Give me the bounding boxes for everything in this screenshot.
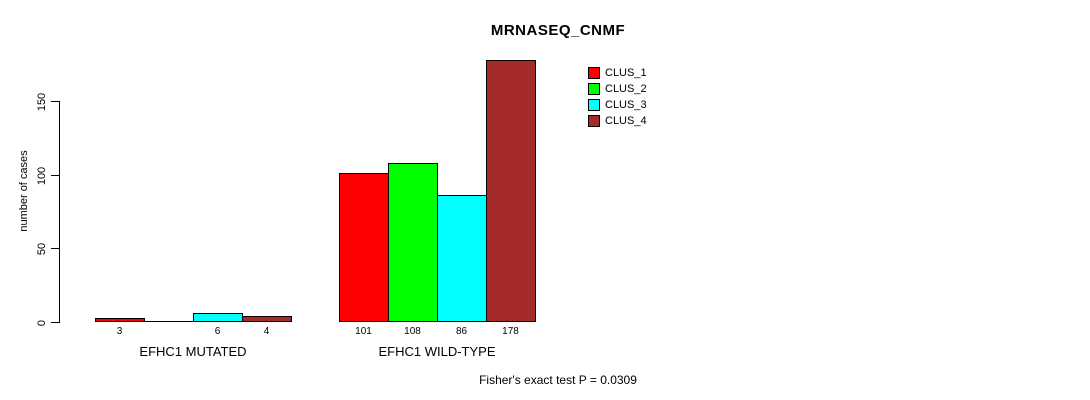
y-tick-label: 100 <box>36 166 48 185</box>
y-tick-label: 0 <box>36 319 48 326</box>
y-tick-label: 150 <box>36 92 48 111</box>
x-axis-category-label: EFHC1 MUTATED <box>139 344 247 359</box>
legend-label-clus_2: CLUS_2 <box>605 83 647 95</box>
y-tick-mark <box>51 175 59 176</box>
y-tick-mark <box>51 322 59 323</box>
bar-clus_4-1 <box>242 316 292 322</box>
y-axis-label: number of cases <box>18 150 30 232</box>
y-axis-line <box>59 101 60 323</box>
y-tick-label: 50 <box>36 242 48 255</box>
legend-item-clus_4: CLUS_4 <box>588 113 647 129</box>
chart-title: MRNASEQ_CNMF <box>490 22 626 39</box>
legend-item-clus_1: CLUS_1 <box>588 65 647 81</box>
legend-swatch-clus_3 <box>588 99 600 111</box>
x-axis-category-label: EFHC1 WILD-TYPE <box>378 344 496 359</box>
bar-clus_1-1 <box>95 318 145 322</box>
bar-clus_3-2 <box>437 195 487 322</box>
bar-clus_2-1 <box>144 321 194 322</box>
bar-value-label: 3 <box>116 326 123 337</box>
legend-item-clus_3: CLUS_3 <box>588 97 647 113</box>
bar-value-label: 4 <box>263 326 270 337</box>
y-tick-mark <box>51 101 59 102</box>
legend-swatch-clus_2 <box>588 83 600 95</box>
bar-value-label: 6 <box>214 326 221 337</box>
legend-label-clus_1: CLUS_1 <box>605 67 647 79</box>
legend: CLUS_1 CLUS_2 CLUS_3 CLUS_4 <box>588 65 647 129</box>
bar-clus_2-2 <box>388 163 438 322</box>
legend-label-clus_3: CLUS_3 <box>605 99 647 111</box>
bar-clus_1-2 <box>339 173 389 322</box>
legend-swatch-clus_1 <box>588 67 600 79</box>
legend-label-clus_4: CLUS_4 <box>605 115 647 127</box>
bar-clus_4-2 <box>486 60 536 322</box>
legend-swatch-clus_4 <box>588 115 600 127</box>
bar-value-label: 101 <box>355 326 372 337</box>
bar-value-label: 108 <box>404 326 421 337</box>
y-tick-mark <box>51 248 59 249</box>
bar-value-label: 178 <box>502 326 519 337</box>
legend-item-clus_2: CLUS_2 <box>588 81 647 97</box>
footer-annotation: Fisher's exact test P = 0.0309 <box>479 373 637 387</box>
bar-clus_3-1 <box>193 313 243 322</box>
bar-value-label: 86 <box>455 326 468 337</box>
